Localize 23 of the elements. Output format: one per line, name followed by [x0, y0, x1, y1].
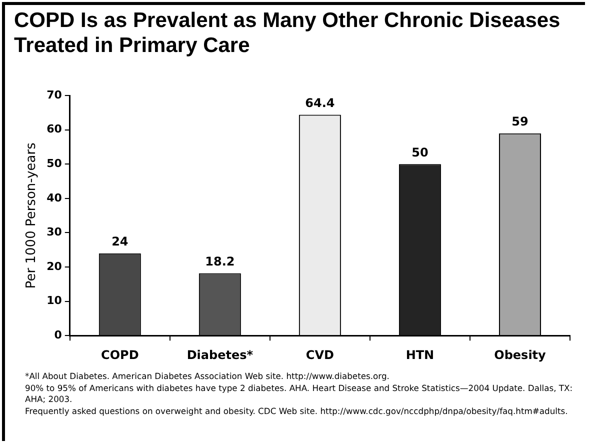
data-label: 24	[112, 234, 128, 248]
y-tick-label: 30	[46, 226, 62, 239]
y-tick-label: 20	[46, 260, 62, 273]
x-tick-label: CVD	[306, 348, 334, 362]
y-tick-label: 60	[46, 122, 62, 136]
data-label: 50	[412, 145, 428, 160]
text: *All About Diabetes. American Diabetes Association Web site. http://www.diabetes.org.	[25, 371, 390, 382]
y-tick-label: 0	[54, 328, 62, 342]
y-tick-label: 50	[46, 157, 62, 170]
data-label: 64.4	[305, 96, 335, 110]
y-tick-label: 40	[46, 191, 62, 204]
y-tick-label: 10	[46, 294, 62, 308]
chart-title: COPD Is as Prevalent as Many Other Chronic Diseases Treated in Primary Care	[14, 8, 562, 58]
x-tick-label: HTN	[406, 348, 434, 362]
text: Frequently asked questions on overweight and obesity. CDC Web site. http://www.cdc.gov/nccdphp/dnpa/obesity/faq.htm#adults.	[25, 406, 569, 417]
x-tick-label: Obesity	[494, 348, 546, 362]
text: 90% to 95% of Americans with diabetes have type 2 diabetes. AHA. Heart Disease and Stroke Statistics—2004 Update. Dallas, TX: AHA; 2003.	[25, 382, 574, 406]
y-axis-title: Per 1000 Person-years	[24, 142, 40, 289]
data-label: 59	[512, 114, 528, 128]
y-tick-label: 70	[46, 88, 62, 102]
data-label: 18.2	[205, 254, 235, 268]
x-tick-label: Diabetes*	[186, 348, 254, 362]
x-tick-label: COPD	[101, 348, 139, 362]
